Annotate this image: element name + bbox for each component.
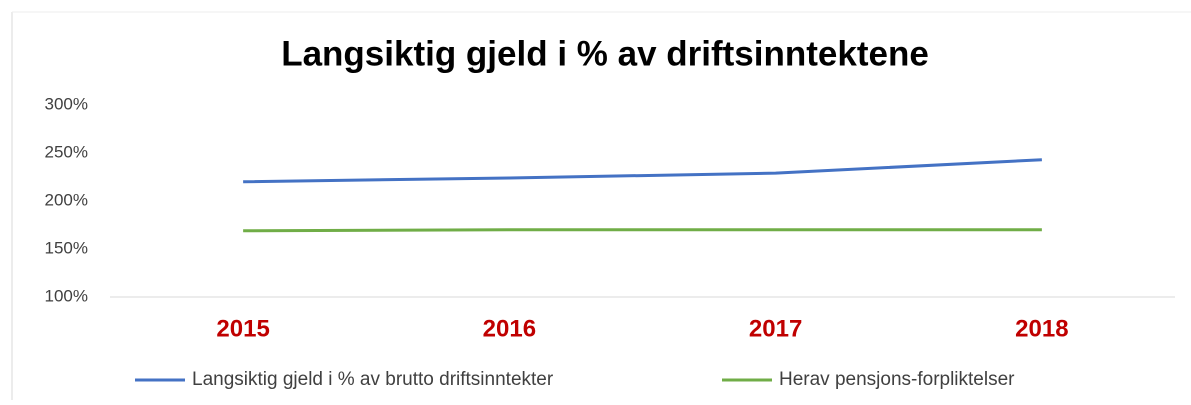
- x-tick-label: 2016: [483, 315, 536, 342]
- series-line: [243, 228, 1042, 233]
- x-tick-label: 2018: [1015, 315, 1068, 342]
- legend-label: Herav pensjons-forpliktelser: [779, 369, 1015, 390]
- y-tick-label: 100%: [45, 286, 88, 305]
- y-tick-label: 300%: [45, 94, 88, 113]
- x-tick-label: 2015: [216, 315, 269, 342]
- y-tick-label: 150%: [45, 238, 88, 257]
- legend-label: Langsiktig gjeld i % av brutto driftsinn…: [192, 369, 554, 390]
- x-tick-label: 2017: [749, 315, 802, 342]
- chart-title: Langsiktig gjeld i % av driftsinntektene: [281, 34, 929, 73]
- y-tick-label: 250%: [45, 142, 88, 161]
- y-tick-label: 200%: [45, 190, 88, 209]
- series-line: [243, 158, 1042, 184]
